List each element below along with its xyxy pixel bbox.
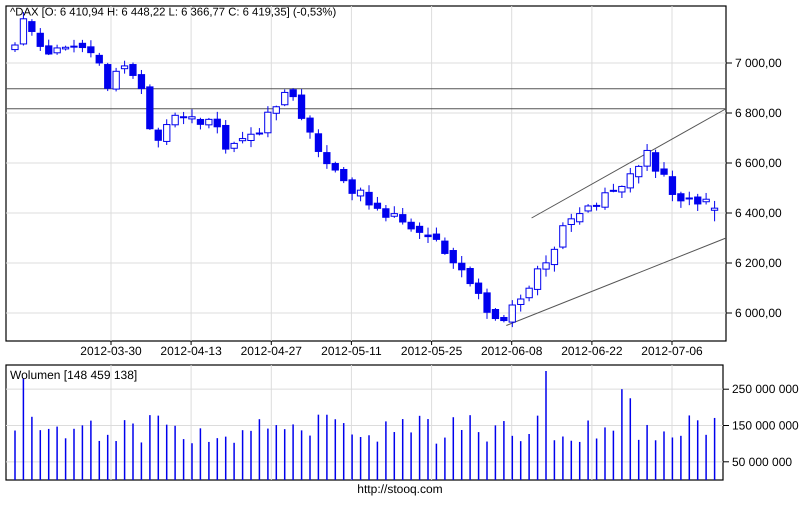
svg-text:7 000,00: 7 000,00	[735, 56, 782, 70]
svg-text:2012-06-22: 2012-06-22	[561, 344, 623, 358]
svg-text:2012-03-30: 2012-03-30	[80, 344, 142, 358]
svg-text:2012-04-27: 2012-04-27	[241, 344, 303, 358]
svg-text:2012-05-11: 2012-05-11	[321, 344, 382, 358]
svg-text:6 400,00: 6 400,00	[735, 206, 782, 220]
svg-text:6 800,00: 6 800,00	[735, 106, 782, 120]
svg-text:http://stooq.com: http://stooq.com	[357, 482, 442, 496]
svg-text:6 600,00: 6 600,00	[735, 156, 782, 170]
svg-text:150 000 000: 150 000 000	[732, 419, 799, 433]
svg-text:2012-07-06: 2012-07-06	[641, 344, 703, 358]
svg-text:2012-05-25: 2012-05-25	[401, 344, 463, 358]
svg-text:250 000 000: 250 000 000	[732, 382, 799, 396]
svg-text:50 000 000: 50 000 000	[732, 455, 792, 469]
svg-text:2012-06-08: 2012-06-08	[481, 344, 543, 358]
svg-text:Wolumen [148 459 138]: Wolumen [148 459 138]	[10, 368, 137, 382]
svg-text:2012-04-13: 2012-04-13	[160, 344, 222, 358]
svg-text:6 200,00: 6 200,00	[735, 256, 782, 270]
svg-text:6 000,00: 6 000,00	[735, 306, 782, 320]
svg-text:^DAX [O: 6 410,94 H: 6 448,22: ^DAX [O: 6 410,94 H: 6 448,22 L: 6 366,7…	[10, 7, 336, 19]
